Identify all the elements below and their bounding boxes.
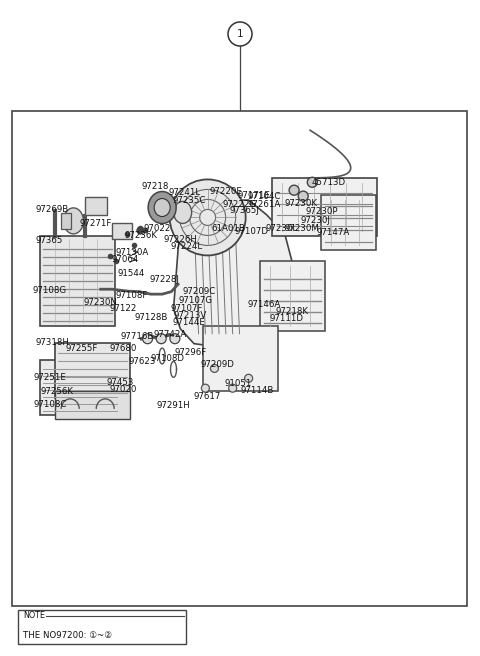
Bar xyxy=(322,195,376,249)
Bar xyxy=(55,391,130,419)
Circle shape xyxy=(170,334,180,344)
Bar xyxy=(61,213,72,229)
Ellipse shape xyxy=(174,201,192,224)
Bar xyxy=(112,222,132,239)
Text: 91051: 91051 xyxy=(225,379,252,388)
Text: 97230M: 97230M xyxy=(284,224,319,234)
Bar xyxy=(85,197,107,215)
Text: 97742A: 97742A xyxy=(153,330,186,339)
Text: 97365J: 97365J xyxy=(229,207,259,215)
Text: 97623: 97623 xyxy=(128,357,156,366)
Text: 97365: 97365 xyxy=(36,236,63,245)
Text: 97146A: 97146A xyxy=(248,300,281,308)
Bar xyxy=(12,111,467,606)
Text: 97271F: 97271F xyxy=(79,219,112,228)
Text: 97108G: 97108G xyxy=(33,286,67,295)
Circle shape xyxy=(202,384,209,392)
Text: 45713D: 45713D xyxy=(312,178,346,187)
Circle shape xyxy=(228,384,237,392)
Text: 97064: 97064 xyxy=(111,255,139,264)
Text: 97107D: 97107D xyxy=(234,227,268,236)
Circle shape xyxy=(228,22,252,46)
Ellipse shape xyxy=(148,192,176,224)
Text: 97224L: 97224L xyxy=(170,242,203,251)
Ellipse shape xyxy=(154,199,170,216)
Bar xyxy=(40,236,115,326)
Text: 97222G: 97222G xyxy=(222,199,256,209)
Text: 97236K: 97236K xyxy=(125,232,158,240)
Text: 97318H: 97318H xyxy=(36,338,70,347)
Circle shape xyxy=(210,364,218,373)
Text: 97108C: 97108C xyxy=(34,400,67,409)
Circle shape xyxy=(298,191,308,201)
Text: 97228J: 97228J xyxy=(149,275,180,284)
Text: 97230N: 97230N xyxy=(84,298,118,306)
Text: 97213V: 97213V xyxy=(174,312,207,320)
Text: 97108D: 97108D xyxy=(151,354,185,363)
Text: 97251E: 97251E xyxy=(34,373,67,382)
Text: 97128B: 97128B xyxy=(135,313,168,322)
Circle shape xyxy=(156,334,166,344)
Text: 97209D: 97209D xyxy=(201,360,235,369)
Text: 97209C: 97209C xyxy=(182,287,216,296)
Text: 97107F: 97107F xyxy=(170,304,203,312)
Bar xyxy=(55,343,130,398)
Text: 97261A: 97261A xyxy=(248,199,281,209)
Text: 97291H: 97291H xyxy=(156,401,191,409)
Text: 91544: 91544 xyxy=(118,269,145,278)
Text: 97114B: 97114B xyxy=(240,386,274,395)
Text: 97255F: 97255F xyxy=(66,344,98,353)
Text: 97230K: 97230K xyxy=(284,199,317,207)
Text: 97716B: 97716B xyxy=(120,332,154,340)
Text: 97230J: 97230J xyxy=(301,216,331,226)
Text: 97107G: 97107G xyxy=(178,296,212,304)
Text: 97269B: 97269B xyxy=(36,205,69,215)
Text: 97020: 97020 xyxy=(110,384,137,394)
Circle shape xyxy=(169,180,246,255)
Text: 97147A: 97147A xyxy=(317,228,350,237)
Text: 97171E: 97171E xyxy=(237,191,270,199)
Text: 97144E: 97144E xyxy=(172,318,205,327)
Text: 97241L: 97241L xyxy=(169,188,201,197)
Circle shape xyxy=(289,185,299,195)
Text: 97230P: 97230P xyxy=(305,207,338,216)
Text: 97230L: 97230L xyxy=(266,224,298,234)
Text: 97256K: 97256K xyxy=(40,386,73,396)
Circle shape xyxy=(307,177,317,187)
Text: 97122: 97122 xyxy=(110,304,137,313)
Bar xyxy=(272,178,377,236)
Text: 97218K: 97218K xyxy=(276,308,309,316)
Bar xyxy=(260,261,325,331)
Text: 97108F: 97108F xyxy=(116,291,148,300)
Text: 97111D: 97111D xyxy=(269,314,303,323)
Bar xyxy=(18,610,186,644)
Text: 97218: 97218 xyxy=(142,182,169,191)
Text: 97296F: 97296F xyxy=(175,348,207,357)
Text: 97220E: 97220E xyxy=(210,187,243,195)
Polygon shape xyxy=(174,200,294,348)
Text: 97680: 97680 xyxy=(110,344,137,353)
Text: 97453: 97453 xyxy=(107,378,134,387)
Bar xyxy=(203,325,278,391)
Bar xyxy=(40,360,120,415)
Text: 97235C: 97235C xyxy=(172,195,205,205)
Text: NOTE: NOTE xyxy=(23,611,45,621)
Circle shape xyxy=(143,334,153,344)
Text: 61A01B: 61A01B xyxy=(211,224,245,234)
Ellipse shape xyxy=(63,208,84,234)
Text: 97104C: 97104C xyxy=(248,192,281,201)
Text: 97022: 97022 xyxy=(143,224,170,234)
Text: THE NO97200: ①~②: THE NO97200: ①~② xyxy=(23,630,112,640)
Text: 1: 1 xyxy=(237,29,243,39)
Circle shape xyxy=(245,375,252,382)
Text: 97226H: 97226H xyxy=(163,236,197,244)
Text: 97617: 97617 xyxy=(194,392,221,401)
Text: 97130A: 97130A xyxy=(116,248,149,257)
